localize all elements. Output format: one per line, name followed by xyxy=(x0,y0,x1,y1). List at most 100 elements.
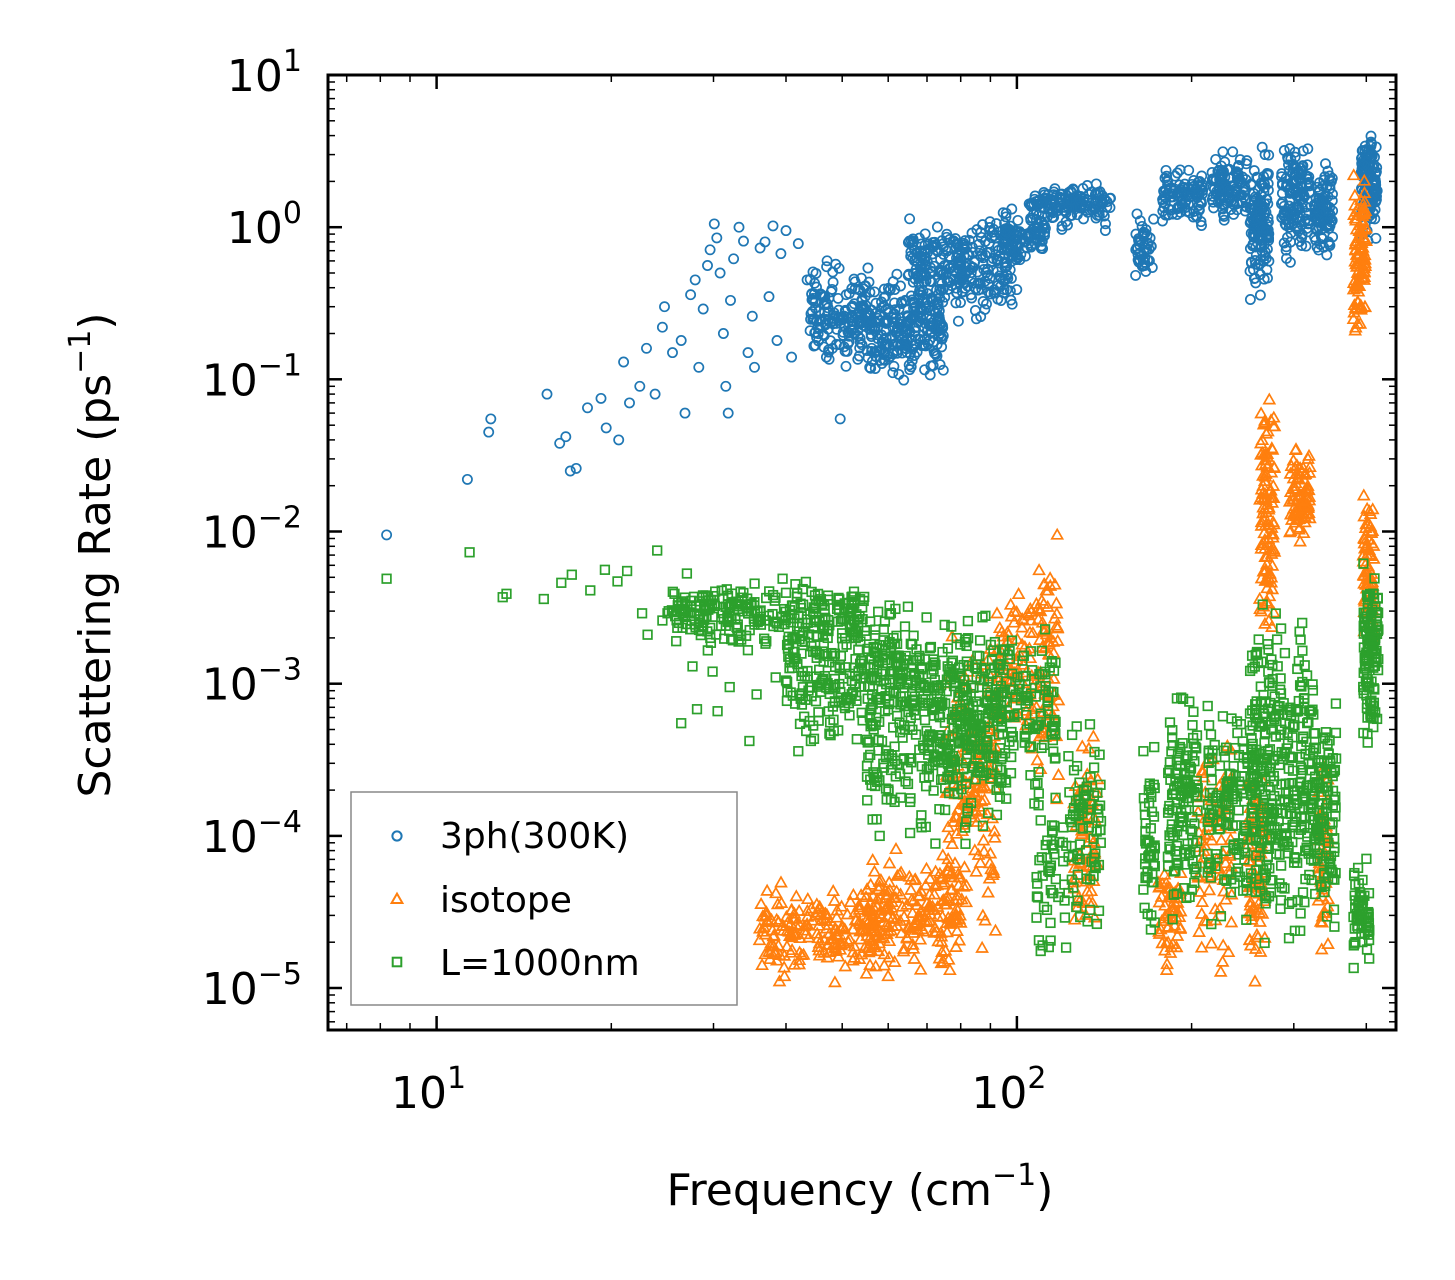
data-point xyxy=(966,292,978,304)
data-point xyxy=(927,248,939,260)
data-point xyxy=(810,326,821,338)
data-point xyxy=(1009,245,1021,257)
data-point xyxy=(1066,209,1078,221)
data-point xyxy=(1140,242,1151,254)
data-point xyxy=(722,407,734,419)
data-point xyxy=(1254,289,1266,301)
data-point xyxy=(1056,220,1068,232)
data-point xyxy=(927,360,939,371)
data-point xyxy=(1196,188,1208,200)
data-point xyxy=(973,238,985,250)
data-point xyxy=(1284,143,1296,155)
data-point xyxy=(905,361,917,373)
data-point xyxy=(986,232,998,244)
data-point xyxy=(1285,236,1297,248)
data-point xyxy=(938,248,949,260)
data-point xyxy=(1163,203,1175,215)
data-point xyxy=(904,213,916,225)
data-point xyxy=(780,225,792,237)
data-point xyxy=(1210,153,1222,165)
data-point xyxy=(956,271,968,283)
data-point xyxy=(1062,219,1073,231)
data-point xyxy=(934,359,946,371)
data-point xyxy=(955,297,966,308)
data-point xyxy=(958,241,970,253)
data-point xyxy=(830,338,842,350)
data-point xyxy=(865,320,877,332)
data-point xyxy=(708,218,720,230)
data-point xyxy=(882,303,894,315)
data-point xyxy=(869,286,880,298)
data-point xyxy=(1029,190,1041,202)
data-point xyxy=(808,313,820,325)
data-point xyxy=(1231,166,1243,178)
data-point xyxy=(1254,195,1266,207)
data-point xyxy=(893,368,905,380)
data-point xyxy=(1176,196,1188,208)
data-point xyxy=(814,315,826,327)
data-point xyxy=(879,290,891,302)
data-point xyxy=(876,336,888,348)
data-point xyxy=(942,259,954,271)
data-point xyxy=(1218,214,1230,226)
data-point xyxy=(1139,256,1151,268)
data-point xyxy=(1019,250,1031,262)
data-point xyxy=(1050,190,1062,202)
data-point xyxy=(1206,175,1218,187)
data-point xyxy=(1065,185,1077,197)
data-point xyxy=(924,369,936,381)
data-point xyxy=(920,303,932,315)
data-point xyxy=(949,233,961,245)
data-point xyxy=(714,267,726,279)
data-point xyxy=(955,252,967,264)
data-point xyxy=(786,351,798,363)
data-point xyxy=(689,274,701,286)
data-point xyxy=(1301,170,1313,182)
data-point xyxy=(1081,180,1093,191)
data-point xyxy=(924,335,936,346)
data-point xyxy=(892,325,904,337)
data-point xyxy=(937,364,949,376)
data-point xyxy=(656,321,668,333)
data-point xyxy=(1171,209,1183,220)
data-point xyxy=(1136,220,1148,232)
data-point xyxy=(1061,200,1073,212)
data-point xyxy=(1216,171,1228,182)
data-point xyxy=(554,437,566,449)
data-point xyxy=(980,249,991,261)
data-point xyxy=(854,337,866,348)
data-point xyxy=(862,352,874,364)
data-point xyxy=(1234,189,1246,201)
data-point xyxy=(613,434,625,446)
data-point xyxy=(1263,228,1275,240)
data-point xyxy=(1001,257,1012,269)
data-point xyxy=(818,341,830,353)
data-point xyxy=(916,289,928,301)
data-point xyxy=(775,248,787,260)
data-point xyxy=(792,238,804,250)
data-point xyxy=(909,322,921,334)
data-point xyxy=(966,227,978,239)
data-point xyxy=(906,239,918,251)
data-point xyxy=(1179,178,1191,190)
data-point xyxy=(702,260,713,271)
data-point xyxy=(1279,218,1291,230)
data-point xyxy=(1090,212,1102,224)
data-point xyxy=(902,315,914,327)
data-point xyxy=(977,296,989,307)
data-point xyxy=(738,235,749,247)
data-point xyxy=(1171,167,1183,179)
data-point xyxy=(841,311,852,323)
data-point xyxy=(804,273,816,285)
data-point xyxy=(841,345,853,357)
data-point xyxy=(742,347,754,359)
data-point xyxy=(903,359,915,371)
data-point xyxy=(1001,227,1013,239)
data-point xyxy=(1284,256,1296,268)
data-point xyxy=(889,297,900,309)
data-point xyxy=(974,278,986,290)
data-point xyxy=(1257,225,1269,237)
data-point xyxy=(919,334,931,346)
data-point xyxy=(1036,197,1048,209)
data-point xyxy=(967,246,979,258)
